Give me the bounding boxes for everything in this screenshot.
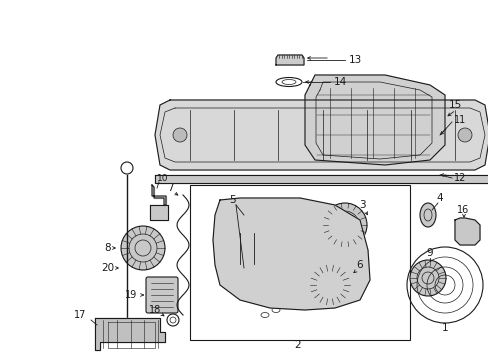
Bar bbox=[190, 185, 409, 340]
Text: 15: 15 bbox=[447, 100, 461, 110]
Text: 13: 13 bbox=[347, 55, 361, 65]
Circle shape bbox=[457, 128, 471, 142]
Text: 20: 20 bbox=[101, 263, 114, 273]
Text: 4: 4 bbox=[436, 193, 443, 203]
Polygon shape bbox=[305, 75, 444, 165]
Circle shape bbox=[121, 226, 164, 270]
Text: 7: 7 bbox=[166, 183, 173, 193]
Text: 1: 1 bbox=[441, 323, 447, 333]
Polygon shape bbox=[152, 185, 165, 205]
Ellipse shape bbox=[419, 203, 435, 227]
Polygon shape bbox=[155, 175, 488, 183]
Text: 8: 8 bbox=[104, 243, 111, 253]
Text: 18: 18 bbox=[148, 305, 161, 315]
Polygon shape bbox=[150, 205, 168, 220]
FancyBboxPatch shape bbox=[146, 277, 178, 313]
Circle shape bbox=[409, 260, 445, 296]
Text: 14: 14 bbox=[333, 77, 346, 87]
Text: 10: 10 bbox=[157, 174, 168, 183]
Text: 2: 2 bbox=[294, 340, 301, 350]
Text: 5: 5 bbox=[228, 195, 235, 205]
Text: 12: 12 bbox=[453, 173, 465, 183]
Circle shape bbox=[309, 265, 349, 305]
Circle shape bbox=[323, 203, 366, 247]
Polygon shape bbox=[454, 218, 479, 245]
Text: 9: 9 bbox=[426, 248, 432, 258]
Text: 17: 17 bbox=[74, 310, 86, 320]
Text: 6: 6 bbox=[356, 260, 363, 270]
Polygon shape bbox=[275, 55, 304, 65]
Polygon shape bbox=[95, 318, 164, 350]
Text: 3: 3 bbox=[358, 200, 365, 210]
Polygon shape bbox=[213, 198, 369, 310]
Text: 19: 19 bbox=[124, 290, 137, 300]
Circle shape bbox=[173, 128, 186, 142]
Text: 16: 16 bbox=[456, 205, 468, 215]
Text: 11: 11 bbox=[453, 115, 465, 125]
Polygon shape bbox=[155, 100, 488, 170]
